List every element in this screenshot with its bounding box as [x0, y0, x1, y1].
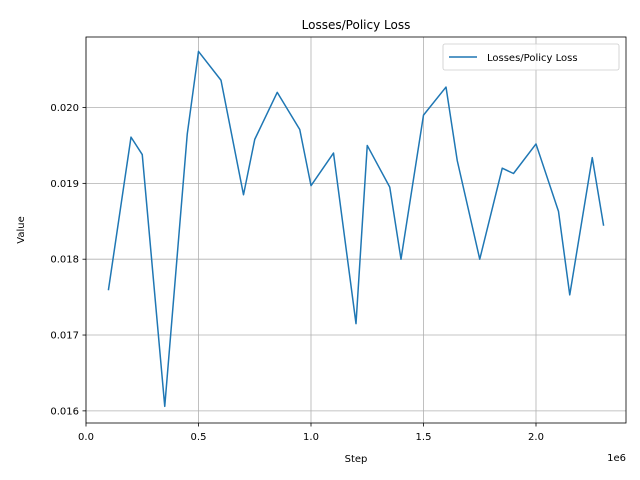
series-line	[107, 50, 605, 408]
legend-label: Losses/Policy Loss	[487, 53, 578, 64]
x-tick-label: 0.0	[78, 432, 94, 443]
y-axis-label: Value	[16, 216, 27, 243]
grid	[85, 37, 626, 423]
x-axis-offset-label: 1e6	[607, 453, 626, 464]
x-tick-label: 0.5	[191, 432, 207, 443]
chart-title: Losses/Policy Loss	[302, 18, 411, 32]
legend: Losses/Policy Loss	[442, 43, 620, 71]
x-axis-label: Step	[345, 454, 368, 465]
x-tick-label: 1.0	[303, 432, 319, 443]
y-tick-label: 0.017	[50, 331, 79, 342]
y-axis: 0.016 0.017 0.018 0.019 0.020	[50, 103, 86, 417]
plot-frame	[85, 36, 627, 424]
x-axis: 0.0 0.5 1.0 1.5 2.0	[78, 423, 544, 443]
y-tick-label: 0.018	[50, 255, 79, 266]
y-tick-label: 0.020	[50, 103, 79, 114]
y-tick-label: 0.016	[50, 406, 79, 417]
series-layer	[107, 50, 605, 408]
x-tick-label: 2.0	[528, 432, 544, 443]
x-tick-label: 1.5	[416, 432, 432, 443]
legend-box	[442, 43, 620, 71]
y-tick-label: 0.019	[50, 179, 79, 190]
